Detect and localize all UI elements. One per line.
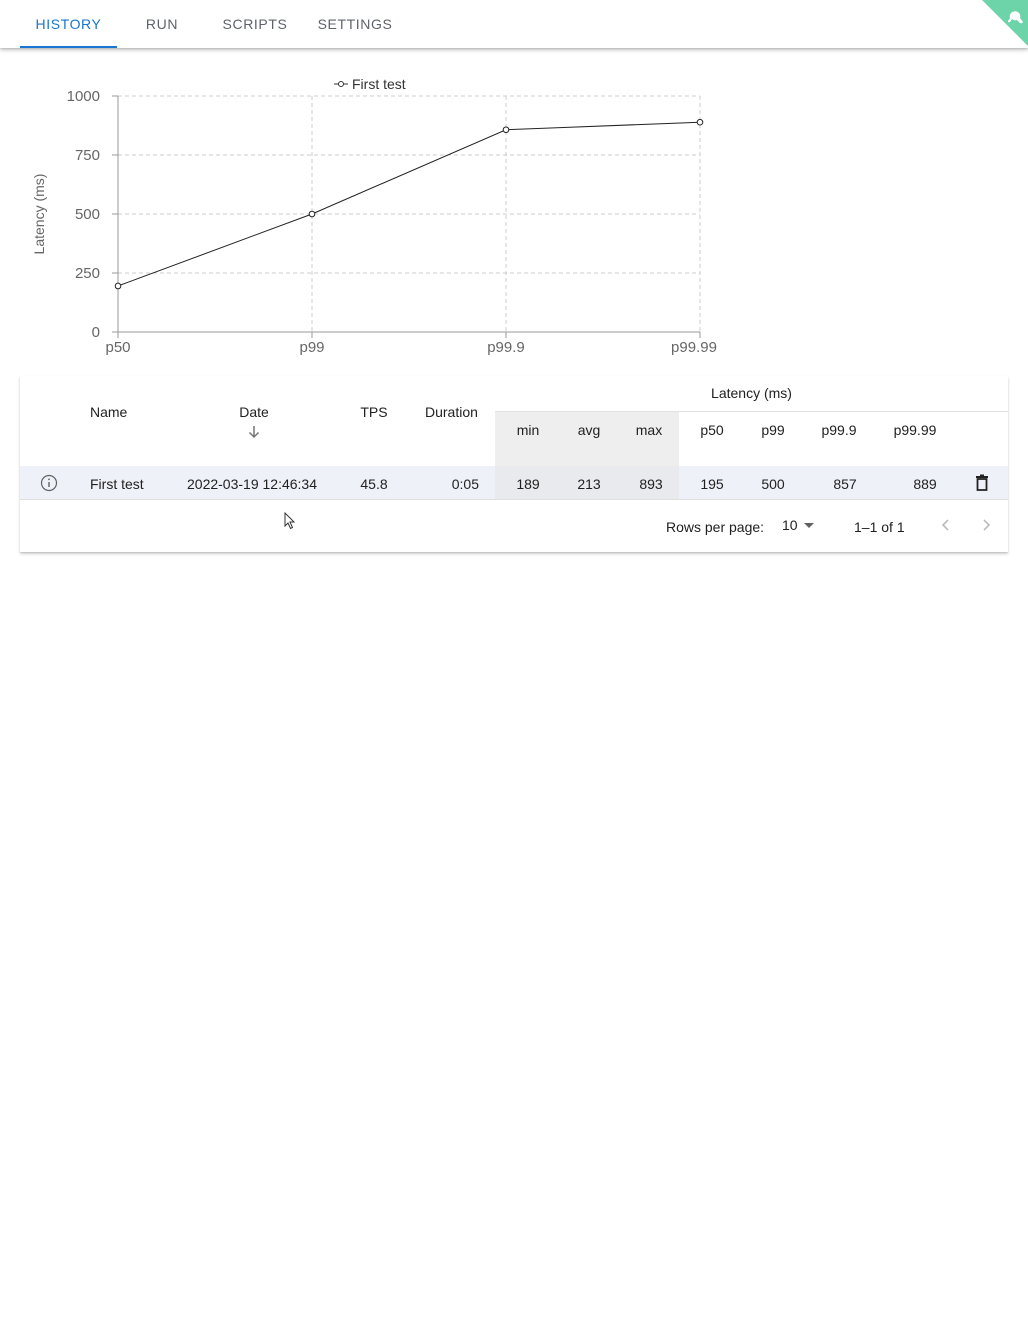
tab-settings[interactable]: SETTINGS bbox=[317, 16, 393, 32]
summary-header-band bbox=[495, 412, 679, 466]
header-avg[interactable]: avg bbox=[577, 422, 601, 438]
header-p99[interactable]: p99 bbox=[761, 422, 785, 438]
info-icon[interactable] bbox=[40, 474, 58, 492]
latency-chart: 0 250 500 750 1000 p50 p99 p99.9 p99.99 Latency… bbox=[0, 60, 740, 370]
cell-min: 189 bbox=[516, 476, 540, 492]
data-point[interactable] bbox=[696, 118, 704, 126]
y-tick-label: 0 bbox=[92, 324, 100, 341]
cell-p99: 500 bbox=[761, 476, 785, 492]
tab-history[interactable]: HISTORY bbox=[20, 0, 117, 48]
latency-chart-svg: 0 250 500 750 1000 p50 p99 p99.9 p99.99 Latency… bbox=[31, 76, 717, 356]
y-tick-label: 500 bbox=[75, 206, 100, 223]
group-header-divider bbox=[495, 411, 1008, 412]
chevron-right-icon[interactable] bbox=[980, 518, 992, 532]
header-date[interactable]: Date bbox=[239, 404, 269, 420]
data-point[interactable] bbox=[308, 210, 316, 218]
rows-per-page-label: Rows per page: bbox=[666, 519, 765, 535]
header-p99-99[interactable]: p99.99 bbox=[893, 422, 937, 438]
tab-scripts[interactable]: SCRIPTS bbox=[222, 16, 288, 32]
legend-marker-icon bbox=[338, 81, 344, 87]
y-axis-label: Latency (ms) bbox=[31, 174, 47, 255]
github-corner-icon[interactable] bbox=[982, 0, 1028, 46]
cell-p99-9: 857 bbox=[833, 476, 857, 492]
legend-label: First test bbox=[352, 76, 406, 92]
x-tick-label: p99.99 bbox=[671, 339, 717, 356]
legend: First test bbox=[334, 76, 406, 92]
header-max[interactable]: max bbox=[635, 422, 663, 438]
x-tick-label: p50 bbox=[105, 339, 130, 356]
x-tick-label: p99.9 bbox=[487, 339, 525, 356]
header-duration[interactable]: Duration bbox=[425, 404, 478, 420]
header-tps[interactable]: TPS bbox=[360, 404, 388, 420]
header-name[interactable]: Name bbox=[90, 404, 128, 420]
row-divider bbox=[20, 499, 1008, 500]
data-point[interactable] bbox=[502, 126, 510, 134]
header-p99-9[interactable]: p99.9 bbox=[821, 422, 857, 438]
header-min[interactable]: min bbox=[516, 422, 540, 438]
history-table: Latency (ms) Name Date TPS Duration min … bbox=[20, 376, 1008, 552]
y-tick-label: 750 bbox=[75, 147, 100, 164]
series-line bbox=[117, 121, 701, 287]
tab-bar: HISTORY RUN SCRIPTS SETTINGS bbox=[20, 0, 407, 48]
cell-avg: 213 bbox=[577, 476, 601, 492]
cell-name: First test bbox=[90, 476, 144, 492]
tab-run[interactable]: RUN bbox=[145, 16, 179, 32]
pagination-range: 1–1 of 1 bbox=[854, 519, 905, 535]
mouse-cursor-icon bbox=[284, 512, 296, 530]
chevron-left-icon[interactable] bbox=[940, 518, 952, 532]
y-tick-label: 250 bbox=[75, 265, 100, 282]
app-bar: HISTORY RUN SCRIPTS SETTINGS bbox=[0, 0, 1028, 48]
x-tick-label: p99 bbox=[299, 339, 324, 356]
cell-tps: 45.8 bbox=[360, 476, 388, 492]
data-point[interactable] bbox=[114, 282, 122, 290]
cell-duration: 0:05 bbox=[451, 476, 479, 492]
dropdown-arrow-icon bbox=[804, 523, 814, 528]
summary-cell-band bbox=[495, 466, 679, 499]
latency-group-header: Latency (ms) bbox=[711, 385, 792, 401]
cell-date: 2022-03-19 12:46:34 bbox=[187, 476, 317, 492]
sort-arrow-down-icon[interactable] bbox=[247, 425, 261, 439]
header-p50[interactable]: p50 bbox=[700, 422, 724, 438]
delete-icon[interactable] bbox=[975, 474, 989, 492]
rows-per-page-select[interactable]: 10 bbox=[782, 517, 822, 537]
cell-max: 893 bbox=[639, 476, 663, 492]
cell-p99-99: 889 bbox=[913, 476, 937, 492]
rows-per-page-value: 10 bbox=[782, 517, 798, 533]
y-tick-label: 1000 bbox=[67, 88, 100, 105]
cell-p50: 195 bbox=[700, 476, 724, 492]
